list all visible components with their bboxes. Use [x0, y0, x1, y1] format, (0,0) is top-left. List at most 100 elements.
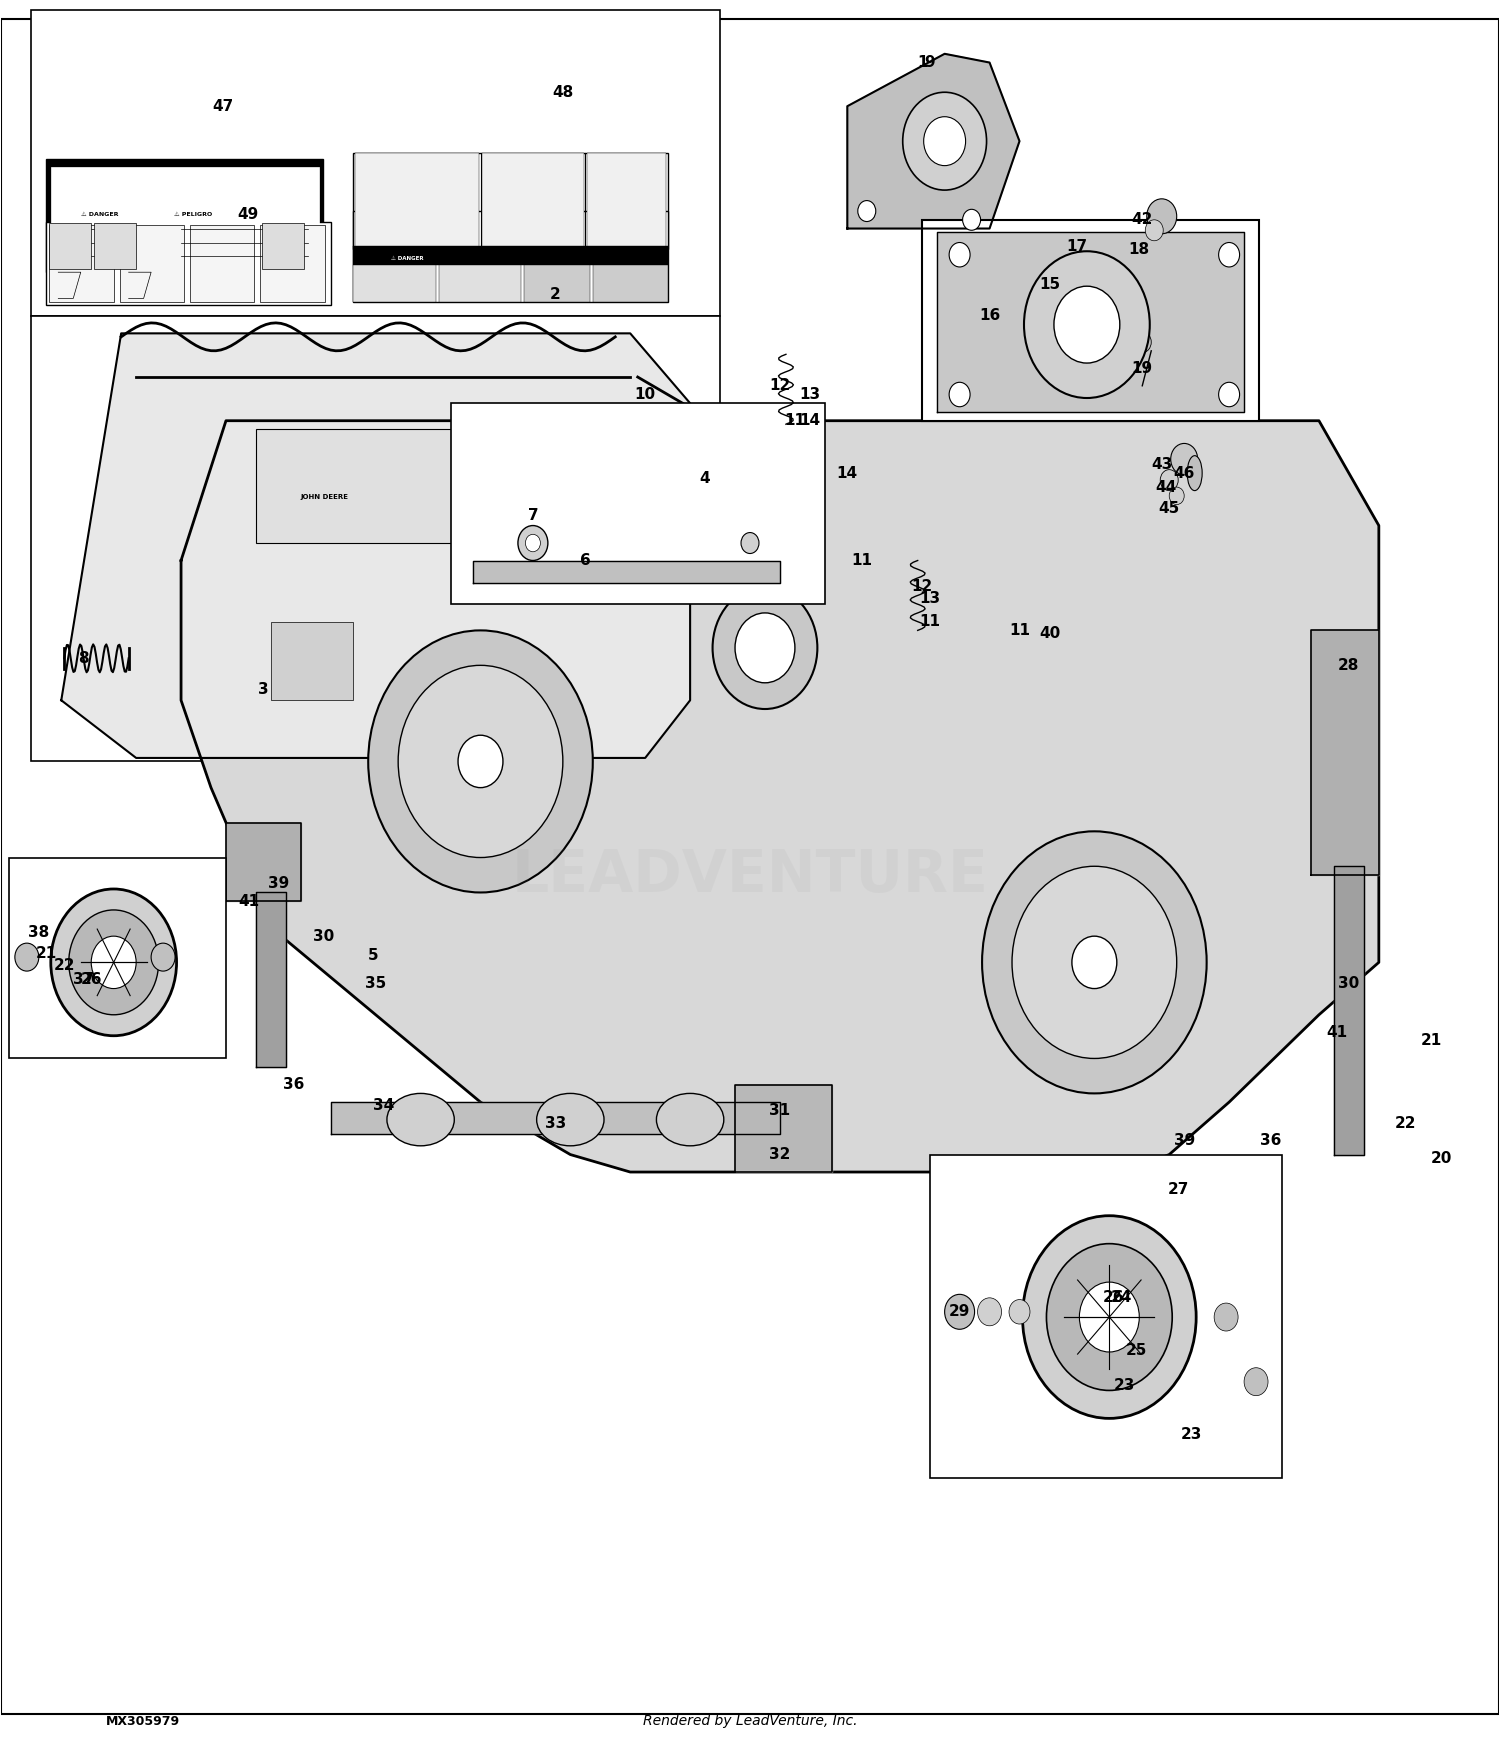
Bar: [438, 266, 520, 303]
Circle shape: [1160, 469, 1178, 490]
Text: 22: 22: [54, 959, 75, 973]
Bar: [50, 226, 114, 303]
Bar: [354, 154, 478, 250]
Text: 45: 45: [1158, 500, 1180, 516]
Circle shape: [1134, 331, 1152, 352]
Text: ⚠ PELIGRO: ⚠ PELIGRO: [174, 212, 211, 217]
Bar: [352, 266, 435, 303]
Bar: [190, 226, 255, 303]
Text: 24: 24: [1110, 1290, 1132, 1306]
Text: 13: 13: [800, 387, 820, 402]
Text: 11: 11: [920, 614, 940, 630]
Text: 26: 26: [81, 973, 102, 987]
Text: 33: 33: [544, 1115, 566, 1130]
Circle shape: [518, 525, 548, 560]
Text: 43: 43: [1150, 457, 1173, 472]
Ellipse shape: [1186, 455, 1202, 490]
Circle shape: [51, 889, 177, 1036]
Text: JOHN DEERE: JOHN DEERE: [302, 493, 350, 500]
Circle shape: [712, 586, 818, 709]
Circle shape: [152, 943, 176, 971]
Text: 41: 41: [238, 894, 260, 908]
Bar: [586, 154, 666, 250]
Polygon shape: [332, 1102, 780, 1134]
Text: 38: 38: [28, 926, 50, 940]
Polygon shape: [847, 54, 1020, 229]
Ellipse shape: [537, 1094, 604, 1146]
Circle shape: [978, 1298, 1002, 1326]
Text: 12: 12: [770, 378, 790, 394]
Bar: [524, 266, 590, 303]
Text: 3: 3: [258, 682, 268, 696]
Text: 19: 19: [1131, 360, 1154, 376]
Text: 20: 20: [1431, 1150, 1452, 1166]
Circle shape: [1072, 936, 1118, 989]
Bar: [256, 429, 495, 542]
Text: 29: 29: [950, 1304, 970, 1320]
Circle shape: [1218, 243, 1239, 268]
Circle shape: [950, 243, 970, 268]
Circle shape: [963, 210, 981, 231]
Text: 4: 4: [700, 471, 711, 487]
Circle shape: [1148, 200, 1176, 234]
Text: 39: 39: [267, 877, 290, 891]
Text: 9: 9: [924, 54, 934, 70]
Text: 25: 25: [1125, 1342, 1148, 1358]
Text: 10: 10: [634, 387, 656, 402]
Text: 18: 18: [1128, 242, 1150, 257]
Circle shape: [1054, 287, 1120, 362]
Text: 1: 1: [916, 54, 927, 70]
Bar: [9, 858, 226, 1059]
Text: 11: 11: [784, 413, 806, 429]
Bar: [261, 226, 326, 303]
Text: ⚠ DANGER: ⚠ DANGER: [81, 212, 118, 217]
Polygon shape: [226, 822, 302, 901]
Circle shape: [982, 831, 1206, 1094]
Bar: [352, 247, 668, 266]
Bar: [120, 226, 184, 303]
Text: 44: 44: [1155, 480, 1178, 495]
Text: MX305979: MX305979: [106, 1715, 180, 1727]
Text: 31: 31: [770, 1104, 790, 1118]
Circle shape: [1010, 1300, 1031, 1325]
Text: 39: 39: [1173, 1132, 1196, 1148]
Text: 16: 16: [980, 308, 1000, 324]
Circle shape: [858, 201, 876, 222]
Text: 5: 5: [368, 949, 378, 963]
Text: 49: 49: [238, 206, 260, 222]
Polygon shape: [256, 892, 286, 1068]
Text: 21: 21: [1420, 1034, 1442, 1048]
Circle shape: [1024, 252, 1150, 397]
Text: 22: 22: [1395, 1115, 1416, 1130]
Circle shape: [903, 93, 987, 191]
Bar: [32, 317, 720, 761]
Text: 17: 17: [1066, 238, 1088, 254]
Bar: [922, 220, 1258, 420]
Circle shape: [1047, 1244, 1172, 1391]
Text: ⚠ DANGER: ⚠ DANGER: [390, 255, 423, 261]
Circle shape: [1023, 1216, 1196, 1419]
Bar: [50, 224, 92, 270]
Text: 13: 13: [920, 592, 940, 607]
Text: 35: 35: [364, 977, 387, 990]
Circle shape: [1214, 1304, 1237, 1332]
Circle shape: [92, 936, 136, 989]
Bar: [930, 1155, 1281, 1477]
Ellipse shape: [387, 1094, 454, 1146]
Circle shape: [741, 532, 759, 553]
Circle shape: [398, 665, 562, 858]
FancyBboxPatch shape: [51, 168, 320, 256]
Bar: [592, 266, 668, 303]
Circle shape: [1218, 382, 1239, 406]
Text: 47: 47: [213, 98, 234, 114]
Text: 26: 26: [1102, 1290, 1125, 1306]
Text: 6: 6: [580, 553, 591, 569]
FancyBboxPatch shape: [352, 212, 668, 303]
Text: 8: 8: [78, 651, 88, 665]
Text: 40: 40: [1040, 626, 1060, 642]
Ellipse shape: [657, 1094, 724, 1146]
Text: 30: 30: [312, 929, 334, 943]
Polygon shape: [62, 332, 690, 758]
Circle shape: [1168, 487, 1184, 504]
Circle shape: [368, 630, 592, 892]
